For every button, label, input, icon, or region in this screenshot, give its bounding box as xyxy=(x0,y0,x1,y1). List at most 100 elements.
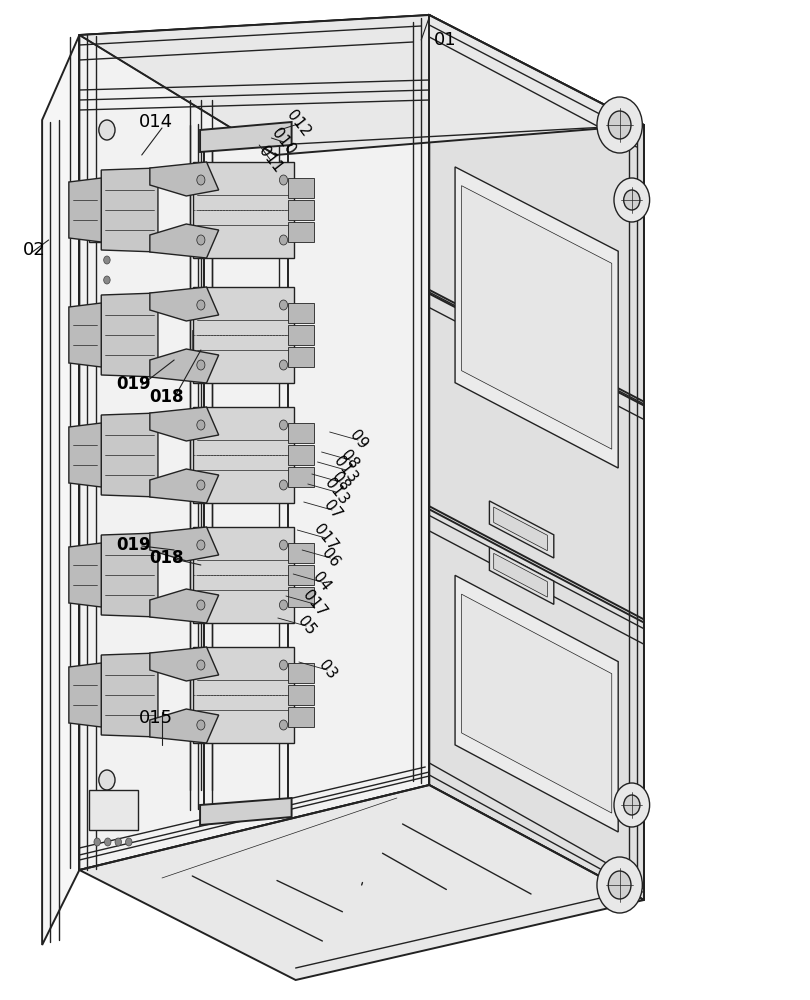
Circle shape xyxy=(597,97,642,153)
Circle shape xyxy=(597,857,642,913)
Polygon shape xyxy=(288,347,314,367)
Text: 010: 010 xyxy=(269,126,298,158)
Polygon shape xyxy=(288,707,314,727)
Bar xyxy=(193,162,294,258)
Polygon shape xyxy=(489,547,554,604)
Text: 019: 019 xyxy=(117,536,151,554)
Circle shape xyxy=(197,300,205,310)
Circle shape xyxy=(279,600,288,610)
Text: 014: 014 xyxy=(139,113,173,131)
Circle shape xyxy=(624,190,640,210)
Text: 017: 017 xyxy=(300,588,329,620)
Bar xyxy=(192,330,197,350)
Polygon shape xyxy=(150,527,219,561)
Circle shape xyxy=(104,256,110,264)
Polygon shape xyxy=(150,162,219,196)
Text: 013: 013 xyxy=(331,454,360,486)
Polygon shape xyxy=(200,798,292,825)
Circle shape xyxy=(99,120,115,140)
Circle shape xyxy=(115,838,122,846)
Polygon shape xyxy=(288,467,314,487)
Polygon shape xyxy=(150,287,219,321)
Text: 03: 03 xyxy=(315,658,339,682)
Text: 019: 019 xyxy=(117,375,151,393)
Polygon shape xyxy=(150,709,219,743)
Text: 09: 09 xyxy=(346,428,370,452)
Polygon shape xyxy=(101,653,158,737)
Circle shape xyxy=(608,871,631,899)
Circle shape xyxy=(104,276,110,284)
Polygon shape xyxy=(42,35,79,945)
Polygon shape xyxy=(69,303,101,367)
Text: 01: 01 xyxy=(434,31,457,49)
Polygon shape xyxy=(150,589,219,623)
Polygon shape xyxy=(79,785,644,980)
Polygon shape xyxy=(101,413,158,497)
Polygon shape xyxy=(288,565,314,585)
Text: 013: 013 xyxy=(322,476,351,508)
Circle shape xyxy=(197,420,205,430)
Polygon shape xyxy=(489,501,554,558)
Circle shape xyxy=(608,111,631,139)
Polygon shape xyxy=(494,553,548,597)
Polygon shape xyxy=(69,423,101,487)
Text: 05: 05 xyxy=(294,614,318,638)
Polygon shape xyxy=(101,293,158,377)
Bar xyxy=(89,790,138,830)
Polygon shape xyxy=(150,647,219,681)
Polygon shape xyxy=(288,303,314,323)
Circle shape xyxy=(197,540,205,550)
Polygon shape xyxy=(288,663,314,683)
Polygon shape xyxy=(462,594,612,813)
Circle shape xyxy=(94,838,100,846)
Circle shape xyxy=(279,540,288,550)
Polygon shape xyxy=(288,587,314,607)
Text: 07: 07 xyxy=(320,498,344,522)
Circle shape xyxy=(279,480,288,490)
Circle shape xyxy=(99,550,115,570)
Polygon shape xyxy=(69,543,101,607)
Polygon shape xyxy=(462,186,612,449)
Text: 04: 04 xyxy=(309,570,334,594)
Circle shape xyxy=(614,178,650,222)
Polygon shape xyxy=(101,168,158,252)
Bar xyxy=(193,287,294,383)
Circle shape xyxy=(279,720,288,730)
Polygon shape xyxy=(455,575,618,832)
Circle shape xyxy=(197,660,205,670)
Circle shape xyxy=(104,236,110,244)
Polygon shape xyxy=(288,178,314,198)
Circle shape xyxy=(99,330,115,350)
Text: 018: 018 xyxy=(149,388,183,406)
Circle shape xyxy=(279,360,288,370)
Polygon shape xyxy=(455,167,618,468)
Circle shape xyxy=(624,795,640,815)
Polygon shape xyxy=(79,15,644,155)
Bar xyxy=(193,407,294,503)
Circle shape xyxy=(197,235,205,245)
Polygon shape xyxy=(288,325,314,345)
Polygon shape xyxy=(288,200,314,220)
Text: 018: 018 xyxy=(149,549,183,567)
Polygon shape xyxy=(150,224,219,258)
Polygon shape xyxy=(150,407,219,441)
Circle shape xyxy=(279,660,288,670)
Text: 02: 02 xyxy=(23,241,45,259)
Circle shape xyxy=(197,480,205,490)
Bar xyxy=(89,222,112,242)
Polygon shape xyxy=(288,445,314,465)
Text: 011: 011 xyxy=(256,144,285,176)
Circle shape xyxy=(99,770,115,790)
Text: 08: 08 xyxy=(328,470,352,494)
Polygon shape xyxy=(288,423,314,443)
Text: 06: 06 xyxy=(318,546,343,570)
Polygon shape xyxy=(69,663,101,727)
Circle shape xyxy=(279,175,288,185)
Text: 012: 012 xyxy=(284,108,313,140)
Polygon shape xyxy=(69,178,101,242)
Text: 015: 015 xyxy=(139,709,173,727)
Polygon shape xyxy=(288,543,314,563)
Bar xyxy=(192,535,197,555)
Polygon shape xyxy=(150,349,219,383)
Circle shape xyxy=(279,420,288,430)
